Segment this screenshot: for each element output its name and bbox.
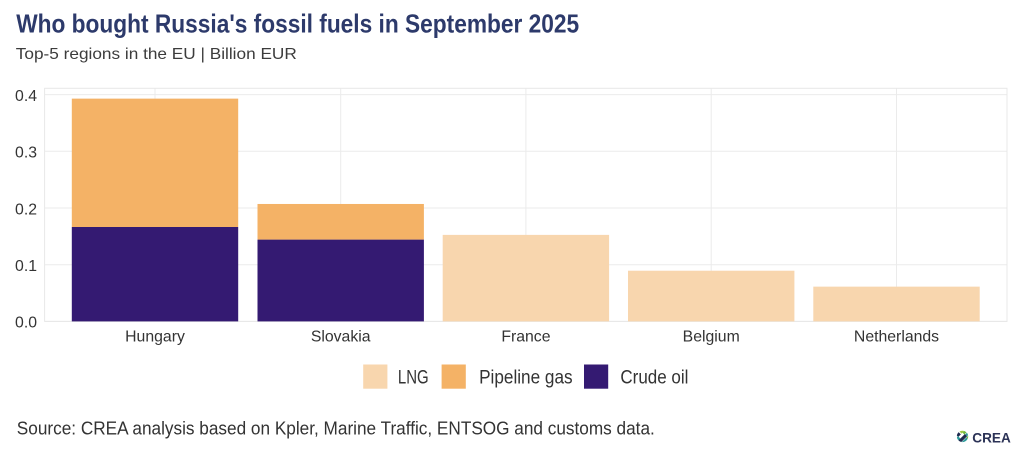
svg-text:0.0: 0.0	[15, 315, 37, 332]
svg-text:Top-5 regions in the EU | Bill: Top-5 regions in the EU | Billion EUR	[16, 46, 297, 63]
svg-text:0.4: 0.4	[15, 88, 37, 105]
svg-text:Netherlands: Netherlands	[854, 328, 939, 345]
svg-text:Pipeline gas: Pipeline gas	[479, 368, 572, 389]
svg-text:Hungary: Hungary	[125, 328, 185, 345]
svg-text:Slovakia: Slovakia	[311, 328, 371, 345]
svg-text:Belgium: Belgium	[683, 328, 740, 345]
svg-text:Who bought Russia's fossil fue: Who bought Russia's fossil fuels in Sept…	[16, 11, 579, 39]
svg-text:0.3: 0.3	[15, 145, 37, 162]
svg-text:Source: CREA analysis based on: Source: CREA analysis based on Kpler, Ma…	[17, 419, 655, 439]
svg-text:0.2: 0.2	[15, 201, 37, 218]
svg-text:0.1: 0.1	[15, 258, 37, 275]
svg-text:Crude oil: Crude oil	[620, 368, 688, 389]
svg-text:France: France	[501, 328, 550, 345]
svg-text:CREA: CREA	[972, 429, 1011, 445]
svg-text:LNG: LNG	[398, 368, 429, 389]
